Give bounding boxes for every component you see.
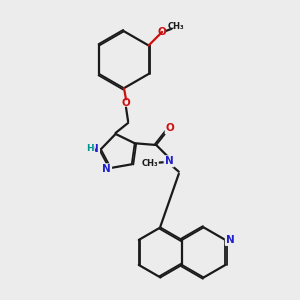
- Text: O: O: [158, 27, 166, 37]
- Text: N: N: [90, 143, 99, 154]
- Text: CH₃: CH₃: [141, 159, 158, 168]
- Text: N: N: [226, 235, 235, 245]
- Text: N: N: [165, 156, 173, 166]
- Text: O: O: [122, 98, 130, 108]
- Text: N: N: [102, 164, 111, 174]
- Text: CH₃: CH₃: [168, 22, 185, 31]
- Text: O: O: [166, 123, 175, 133]
- Text: H: H: [86, 144, 94, 153]
